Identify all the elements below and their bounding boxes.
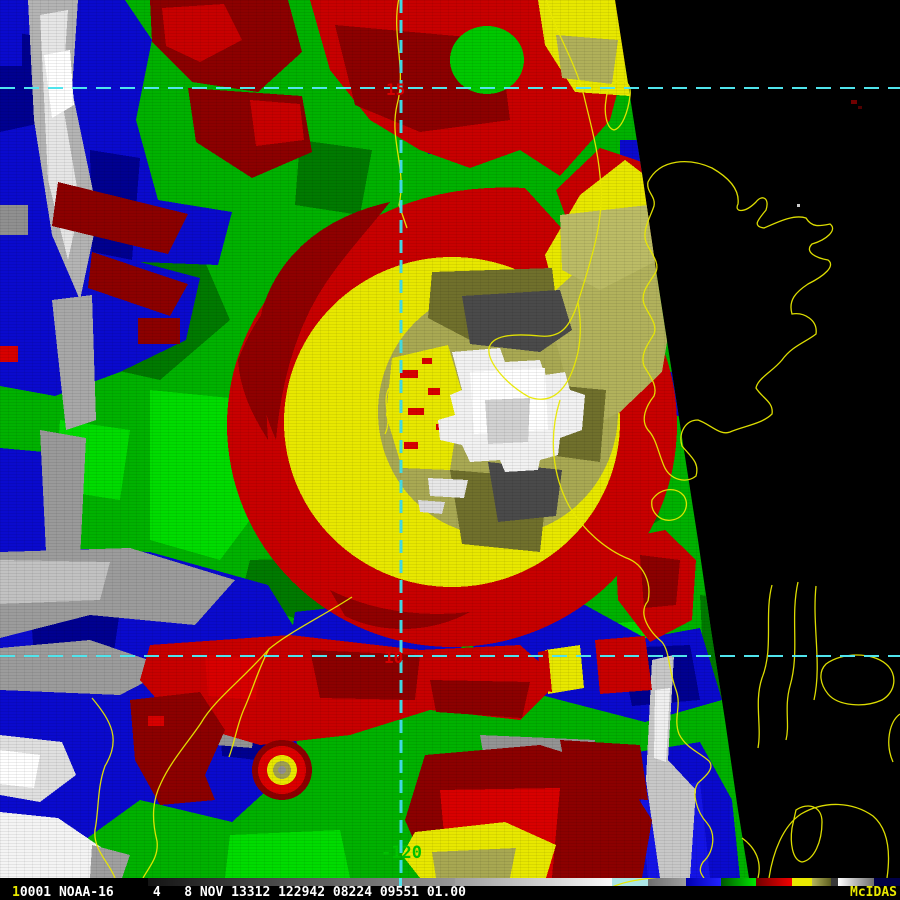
coast-luzon-b [488,0,602,400]
coast-mindanao-1 [741,837,760,878]
coast-leyte [643,600,714,878]
coast-visayas-2 [228,648,270,758]
grid-label-lat-15: 15 [386,80,405,99]
grid-label-lat-10: 10 [384,648,403,667]
grid-label-lon-120: -120 [381,843,422,863]
image-info-text: 0001 NOAA-16 4 8 NOV 13312 122942 08224 … [19,885,466,900]
colorbar-segment [756,878,792,886]
noise-pixels [797,100,862,207]
coast-mindanao-2 [768,803,890,878]
coast-fragment [384,387,390,435]
coast-visayas-1 [142,596,353,878]
colorbar-segment [648,878,686,886]
status-left: 10001 NOAA-16 4 8 NOV 13312 122942 08224… [0,886,466,900]
colorbar-segment [831,878,838,886]
frame-number: 1 [12,885,20,900]
colorbar-segment [874,878,900,886]
colorbar-segment [455,878,612,886]
mcidas-brand-label: McIDAS [850,885,897,900]
coast-visayas-3 [91,697,116,878]
colorbar-segment [792,878,812,886]
coast-luzon-c [552,399,650,602]
ir-imagery [0,0,749,878]
satellite-image: 15 10 -120 [0,0,900,878]
colorbar-segment [0,878,148,886]
colorbar-segment [148,878,455,886]
coast-samar-tail [888,713,900,763]
island-samar [642,161,834,481]
colorbar-segment [812,878,831,886]
island-small-1 [651,489,687,521]
coast-strait-1 [757,584,773,749]
colorbar-segment [686,878,721,886]
island-teardrop [604,79,631,131]
coast-strait-2 [785,581,799,741]
coast-strait-3 [813,585,818,701]
colorbar-segment [612,878,648,886]
status-bar: 10001 NOAA-16 4 8 NOV 13312 122942 08224… [0,886,900,900]
coastline-overlay [91,0,900,878]
latlon-grid: 15 10 -120 [0,0,900,878]
colorbar-segment [838,878,874,886]
colorbar-segment [721,878,756,886]
